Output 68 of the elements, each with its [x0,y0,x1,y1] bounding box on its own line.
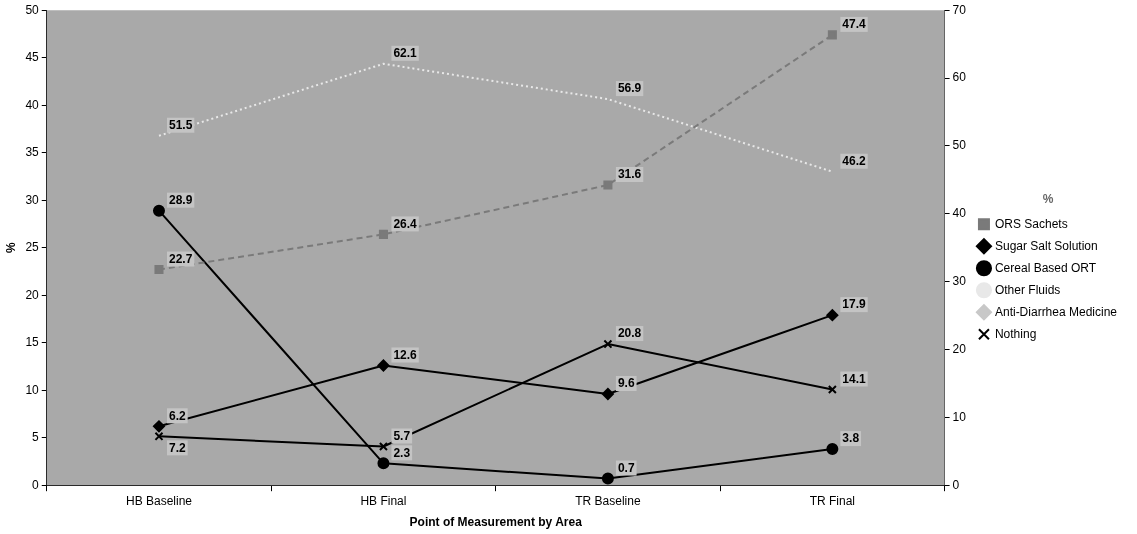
data-label: 28.9 [168,192,193,207]
y-tick-label: 30 [25,192,40,207]
point [378,441,388,452]
data-label: 62.1 [393,46,418,61]
y-tick-label: 5 [32,430,40,445]
data-label: 5.7 [393,428,411,443]
data-label: 17.9 [842,297,867,312]
y-tick-label: 20 [25,287,40,302]
x-tick-label: HB Final [360,493,407,508]
data-label: 20.8 [617,326,642,341]
legend-label: Cereal Based ORT [994,260,1097,275]
point [603,180,613,190]
point [826,309,839,322]
point [378,229,388,239]
y-tick-label: 15 [25,335,40,350]
data-label: 47.4 [842,17,867,32]
point [152,204,165,217]
data-label: 26.4 [393,216,418,231]
data-label: 31.6 [617,167,642,182]
point [826,443,839,456]
x-tick-label: TR Baseline [575,493,641,508]
data-label: 2.3 [393,445,411,460]
x-tick-label: TR Final [809,493,856,508]
data-label: 6.2 [168,408,186,423]
y-tick-label: 25 [25,240,40,255]
y2-tick-label: 10 [952,409,967,424]
point [827,384,837,395]
point [601,388,614,400]
legend-label: Sugar Salt Solution [994,238,1098,253]
data-label: 12.6 [393,347,418,362]
y-tick-label: 10 [25,382,40,397]
y2-tick-label: 60 [952,70,967,85]
data-label: 9.6 [617,376,635,391]
data-label: 51.5 [168,118,193,133]
y2-tick-label: 40 [952,206,967,221]
data-label: 14.1 [842,371,867,386]
point [154,431,164,441]
point [154,265,164,275]
y2-tick-label: 30 [952,273,967,288]
y2-tick-label: 70 [952,2,967,17]
point [377,359,390,372]
point [827,30,837,40]
x-axis-title: Point of Measurement by Area [409,515,583,530]
legend-title: % [1042,192,1054,207]
y-axis-title: % [3,242,18,254]
legend-label: Anti-Diarrhea Medicine [994,304,1118,319]
data-label: 22.7 [168,251,193,266]
legend-label: Other Fluids [994,282,1061,297]
x-tick-label: HB Baseline [125,493,193,508]
data-label: 56.9 [617,81,642,96]
y-tick-label: 45 [25,50,40,65]
point [152,420,165,433]
data-label: 0.7 [617,460,635,475]
y2-tick-label: 20 [952,341,967,356]
data-label: 3.8 [842,431,860,446]
y2-tick-label: 50 [952,138,967,153]
point [377,457,390,470]
y-tick-label: 0 [32,477,40,492]
y-tick-label: 35 [25,145,40,160]
point [603,339,613,349]
y-tick-label: 40 [25,97,40,112]
data-label: 7.2 [168,440,186,455]
data-label: 46.2 [842,154,867,169]
legend-label: Nothing [994,326,1037,341]
point [601,472,614,485]
y-tick-label: 50 [25,2,40,17]
legend-label: ORS Sachets [994,216,1068,231]
y2-tick-label: 0 [952,477,960,492]
